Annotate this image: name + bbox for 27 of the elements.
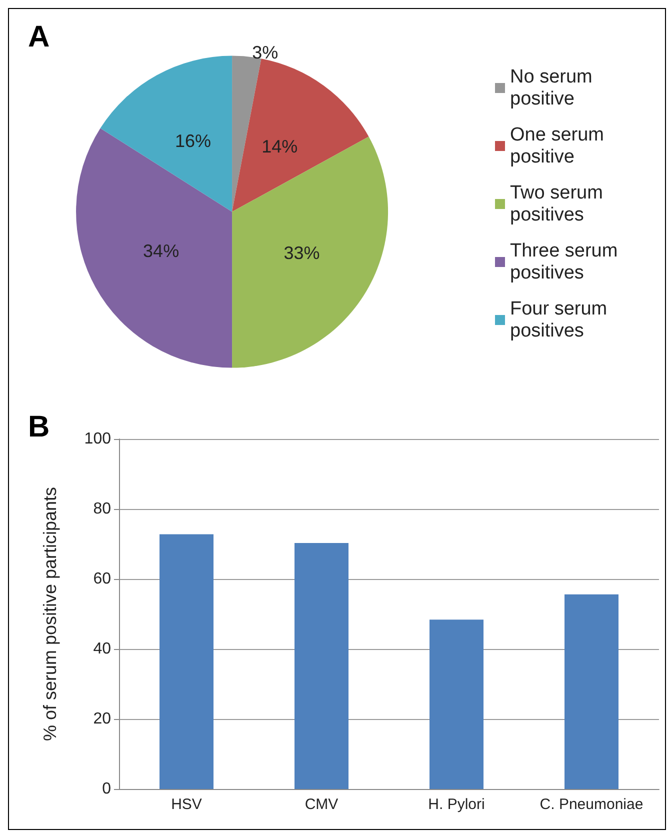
legend-label: One serum positive	[510, 124, 610, 168]
legend-label: No serum positive	[510, 66, 598, 110]
bar	[564, 594, 618, 789]
x-tick-label: H. Pylori	[428, 796, 485, 813]
legend-label: Two serum positives	[510, 182, 608, 226]
y-tick-label: 40	[93, 640, 112, 658]
legend-label: Four serum positives	[510, 298, 612, 342]
data-label: 34%	[143, 240, 180, 261]
x-tick-label: HSV	[171, 796, 202, 813]
legend-label: Three serum positives	[510, 240, 623, 284]
y-tick-label: 0	[102, 780, 112, 798]
chart-title: B	[28, 410, 50, 444]
chart-title: A	[28, 20, 50, 54]
x-tick-label: CMV	[304, 796, 338, 813]
y-tick-label: 100	[84, 430, 112, 448]
data-label: 3%	[252, 42, 278, 63]
data-label: 33%	[284, 243, 320, 264]
y-axis-title: % of serum positive participants	[40, 486, 60, 742]
data-label: 16%	[175, 130, 212, 151]
bar	[430, 620, 484, 789]
bar	[160, 534, 214, 789]
y-tick-label: 80	[93, 500, 112, 518]
bar	[294, 542, 348, 789]
data-label: 14%	[262, 136, 298, 156]
y-tick-label: 60	[93, 570, 112, 588]
y-tick-label: 20	[93, 710, 112, 728]
x-tick-label: C. Pneumoniae	[540, 796, 644, 813]
